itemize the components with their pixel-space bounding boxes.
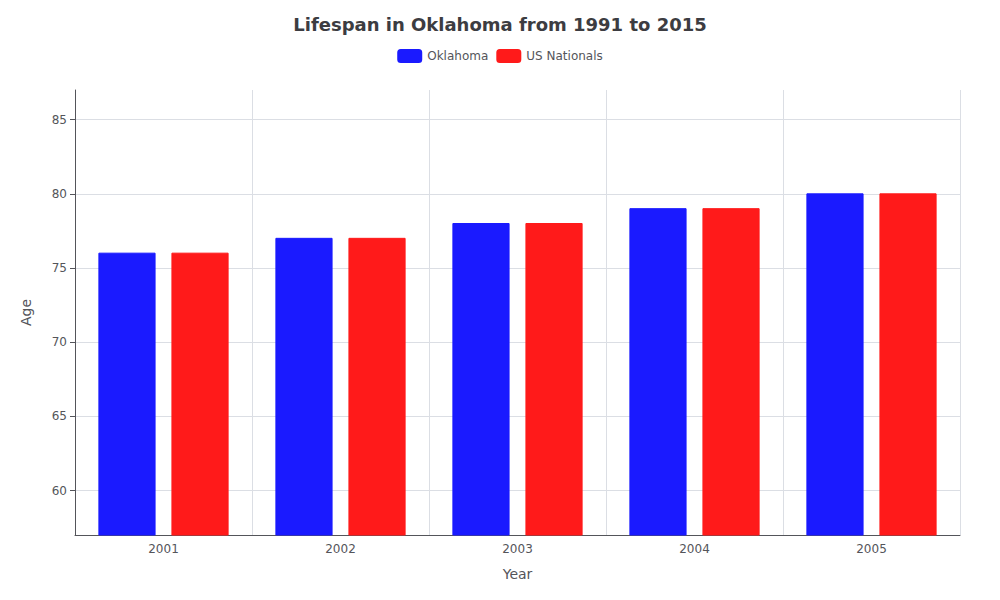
svg-text:2001: 2001 [148, 542, 179, 556]
svg-text:2005: 2005 [856, 542, 887, 556]
svg-text:2004: 2004 [679, 542, 710, 556]
svg-text:80: 80 [52, 187, 67, 201]
svg-text:70: 70 [52, 335, 67, 349]
svg-text:85: 85 [52, 113, 67, 127]
svg-text:US Nationals: US Nationals [526, 49, 602, 63]
svg-text:2002: 2002 [325, 542, 356, 556]
svg-text:Oklahoma: Oklahoma [427, 49, 488, 63]
svg-text:65: 65 [52, 409, 67, 423]
svg-text:Lifespan in Oklahoma from 1991: Lifespan in Oklahoma from 1991 to 2015 [293, 14, 707, 35]
svg-text:Year: Year [502, 566, 533, 582]
svg-text:2003: 2003 [502, 542, 533, 556]
svg-text:75: 75 [52, 261, 67, 275]
svg-text:60: 60 [52, 484, 67, 498]
svg-text:Age: Age [18, 299, 34, 326]
